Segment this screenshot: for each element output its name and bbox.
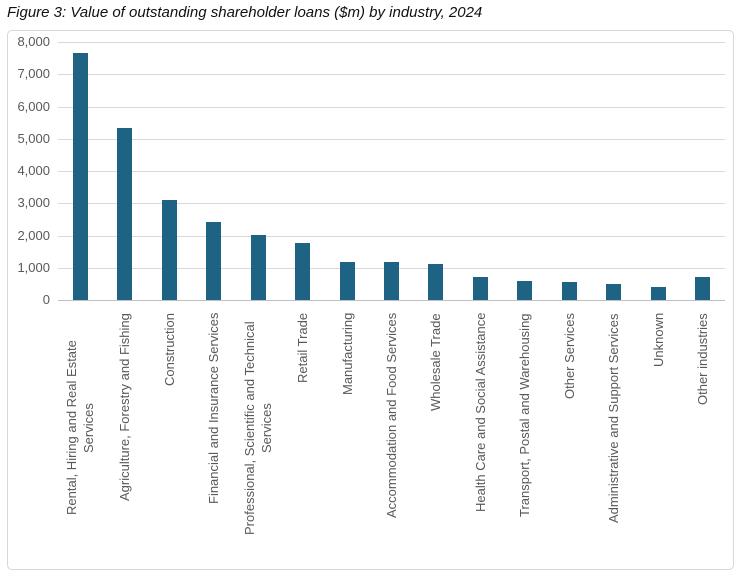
bar — [650, 287, 666, 300]
figure-title: Figure 3: Value of outstanding sharehold… — [7, 4, 483, 21]
x-axis-label: Accommodation and Food Services — [384, 313, 400, 519]
x-axis-label: Financial and Insurance Services — [206, 313, 222, 505]
y-axis-tick-label: 0 — [42, 292, 50, 307]
bar-slot — [636, 42, 680, 300]
x-label-slot: Accommodation and Food Services — [369, 304, 413, 567]
x-label-slot: Financial and Insurance Services — [191, 304, 235, 567]
bar-slot — [369, 42, 413, 300]
bar — [384, 262, 400, 300]
y-axis-tick-label: 6,000 — [17, 98, 50, 114]
bar-slot — [681, 42, 725, 300]
x-axis-label: Other industries — [695, 313, 711, 405]
x-axis-label: Professional, Scientific and Technical S… — [242, 321, 275, 535]
gridline — [58, 203, 725, 205]
x-label-slot: Health Care and Social Assistance — [458, 304, 502, 567]
bar-slot — [414, 42, 458, 300]
x-axis-label: Health Care and Social Assistance — [472, 313, 488, 513]
bar — [295, 242, 311, 300]
y-axis-tick-label: 8,000 — [17, 34, 50, 49]
gridline — [58, 42, 725, 43]
x-axis-labels: Rental, Hiring and Real Estate Services A… — [58, 304, 725, 567]
y-axis-tick-label: 4,000 — [17, 163, 50, 178]
bar — [339, 261, 355, 300]
x-label-slot: Administrative and Support Services — [592, 304, 636, 567]
y-axis-tick-label: 7,000 — [17, 66, 50, 82]
x-label-slot: Transport, Postal and Warehousing — [503, 304, 547, 567]
bar — [428, 263, 444, 300]
gridline — [58, 74, 725, 76]
bar — [161, 199, 177, 300]
x-label-slot: Other Services — [547, 304, 591, 567]
bar-slot — [325, 42, 369, 300]
bar — [606, 283, 622, 300]
x-axis-label: Manufacturing — [339, 313, 355, 396]
x-axis-label: Unknown — [650, 313, 666, 368]
x-label-slot: Unknown — [636, 304, 680, 567]
bar — [117, 128, 133, 300]
bar-slot — [458, 42, 502, 300]
x-axis-label: Transport, Postal and Warehousing — [517, 313, 533, 517]
bar — [472, 277, 488, 300]
gridline — [58, 138, 725, 140]
gridline — [58, 106, 725, 108]
x-label-slot: Retail Trade — [280, 304, 324, 567]
gridline — [58, 235, 725, 237]
gridline — [58, 171, 725, 172]
bar-slot — [102, 42, 146, 300]
bar-slot — [547, 42, 591, 300]
bar — [250, 234, 266, 300]
x-axis-line — [58, 300, 725, 301]
x-axis-label: Wholesale Trade — [428, 313, 444, 411]
x-label-slot: Rental, Hiring and Real Estate Services — [58, 304, 102, 567]
y-axis-tick-label: 5,000 — [17, 130, 50, 146]
bars — [58, 42, 725, 300]
bar — [517, 281, 533, 300]
bar — [206, 222, 222, 300]
x-axis-label: Administrative and Support Services — [606, 313, 622, 523]
bar-slot — [503, 42, 547, 300]
x-axis-label: Construction — [161, 313, 177, 386]
y-axis-tick-label: 1,000 — [17, 259, 50, 275]
plot-area — [58, 42, 725, 301]
bar — [561, 281, 577, 300]
bar-slot — [280, 42, 324, 300]
bar — [72, 53, 88, 300]
x-label-slot: Construction — [147, 304, 191, 567]
x-axis-label: Other Services — [561, 313, 577, 399]
y-axis-tick-label: 3,000 — [17, 195, 50, 211]
bar-slot — [147, 42, 191, 300]
x-label-slot: Wholesale Trade — [414, 304, 458, 567]
x-axis-label: Rental, Hiring and Real Estate Services — [64, 340, 97, 516]
bar-slot — [191, 42, 235, 300]
x-label-slot: Other industries — [681, 304, 725, 567]
bar-slot — [236, 42, 280, 300]
bar-slot — [58, 42, 102, 300]
bar-slot — [592, 42, 636, 300]
y-axis-tick-label: 2,000 — [17, 227, 50, 243]
x-label-slot: Agriculture, Forestry and Fishing — [102, 304, 146, 567]
chart: 8,000 7,000 6,000 5,000 4,000 3,000 2,000 1,000… — [7, 30, 734, 570]
x-axis-label: Agriculture, Forestry and Fishing — [117, 313, 133, 501]
bar — [695, 276, 711, 300]
x-label-slot: Professional, Scientific and Technical S… — [236, 304, 280, 567]
x-axis-label: Retail Trade — [295, 313, 311, 384]
x-label-slot: Manufacturing — [325, 304, 369, 567]
